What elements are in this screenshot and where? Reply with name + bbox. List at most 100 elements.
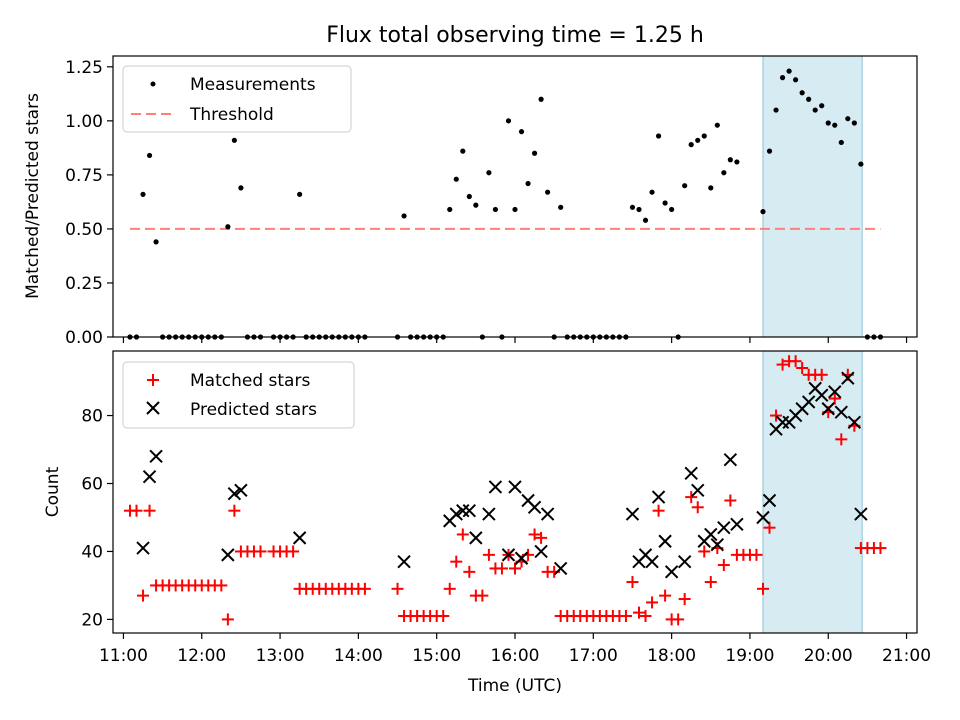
y-tick-label: 60 (81, 475, 103, 495)
predicted-star-point (815, 388, 829, 402)
matched-star-point (463, 565, 476, 578)
predicted-star-point (508, 480, 522, 494)
top-legend[interactable]: Measurements Threshold (122, 65, 352, 133)
measurement-point (642, 217, 649, 223)
measurement-point (153, 239, 159, 245)
predicted-legend-marker (146, 401, 160, 415)
measurement-point (858, 161, 864, 167)
bottom-highlight-span (762, 350, 863, 634)
predicted-star-point (540, 507, 555, 521)
matched-star-point (828, 392, 841, 405)
measurement-point (799, 90, 805, 96)
predicted-star-point (527, 500, 542, 514)
matched-star-point (815, 368, 828, 381)
matched-star-point (835, 433, 848, 446)
predicted-star-point (149, 449, 163, 464)
measurement-point (806, 96, 812, 102)
measurement-point (655, 133, 662, 139)
measurement-point (558, 204, 564, 210)
predicted-star-point (397, 554, 411, 569)
matched-star-point (137, 589, 150, 602)
x-tick-label: 19:00 (725, 646, 774, 666)
y-tick-label: 0.50 (65, 220, 103, 240)
measurement-point (225, 224, 231, 230)
matched-star-point (287, 545, 300, 558)
predicted-star-point (462, 503, 477, 518)
measurement-point (453, 176, 459, 182)
measurement-point (825, 120, 831, 126)
measurement-point (760, 209, 766, 215)
measurement-point (734, 159, 740, 165)
measurement-point (512, 206, 518, 213)
predicted-star-point (651, 490, 666, 504)
matched-star-point (443, 582, 456, 595)
x-tick-label: 21:00 (882, 646, 931, 666)
matched-star-point (437, 610, 450, 623)
measurement-point (662, 200, 668, 206)
matched-star-point (528, 528, 541, 541)
matched-star-point (685, 491, 698, 504)
bottom-legend[interactable]: Matched stars Predicted stars (122, 361, 355, 429)
measurement-point (845, 116, 851, 122)
matched-star-point (482, 548, 495, 561)
matched-star-point (130, 504, 143, 517)
measurement-point (545, 189, 551, 195)
predicted-star-point (691, 483, 705, 498)
predicted-star-point (221, 548, 235, 562)
top-x-ticks (122, 337, 908, 343)
y-tick-label: 0.75 (65, 166, 103, 186)
x-tick-label: 18:00 (647, 646, 696, 666)
predicted-legend-label: Predicted stars (190, 400, 317, 420)
predicted-star-point (658, 534, 672, 548)
measurement-point (531, 150, 538, 156)
measurement-point (473, 202, 479, 208)
measurement-point (505, 118, 512, 124)
predicted-star-point (821, 402, 835, 416)
matched-star-point (796, 361, 809, 374)
matched-star-point (476, 589, 489, 602)
predicted-star-point (834, 405, 849, 419)
measurement-point (297, 191, 303, 197)
y-tick-label: 0.25 (65, 274, 103, 294)
x-tick-label: 15:00 (412, 646, 461, 666)
bottom-x-ticks: 11:00 12:00 13:00 14:00 15:00 16:00 17:00 18:00… (99, 633, 931, 666)
measurement-point (779, 75, 786, 81)
measurement-point (447, 206, 453, 213)
measurement-point (492, 206, 499, 213)
predicted-star-point (684, 466, 698, 481)
measurement-point (238, 185, 244, 191)
matched-star-point (789, 355, 802, 368)
measurement-point (146, 152, 153, 159)
x-tick-label: 17:00 (569, 646, 618, 666)
measurement-point (812, 107, 818, 113)
y-tick-label: 40 (81, 542, 103, 562)
predicted-star-point (142, 470, 157, 484)
measurement-point (708, 185, 714, 191)
measurement-point (832, 122, 838, 128)
measurement-point (688, 142, 694, 148)
measurement-point (773, 107, 779, 113)
matched-star-point (221, 613, 234, 626)
top-highlight-span (762, 55, 863, 338)
measurement-point (140, 191, 146, 197)
measurements-legend-marker (150, 81, 156, 87)
matched-star-point (678, 593, 691, 606)
measurement-point (466, 193, 472, 200)
bottom-y-axis-label: Count (43, 466, 63, 517)
measurement-point (714, 122, 720, 128)
predicted-star-point (234, 483, 248, 498)
predicted-star-point (756, 510, 770, 525)
matched-star-point (456, 528, 469, 541)
matched-star-point (770, 409, 783, 422)
predicted-star-point (677, 554, 692, 569)
x-tick-label: 14:00 (334, 646, 383, 666)
measurement-point (636, 206, 642, 213)
predicted-star-point (469, 531, 483, 545)
predicted-star-point (730, 517, 744, 531)
predicted-star-point (841, 371, 855, 385)
bottom-panel: 11:00 12:00 13:00 14:00 15:00 16:00 17:00 18:00… (43, 350, 931, 696)
y-tick-label: 0.00 (65, 328, 103, 348)
top-legend-box (122, 65, 352, 133)
matched-star-point (704, 576, 717, 589)
